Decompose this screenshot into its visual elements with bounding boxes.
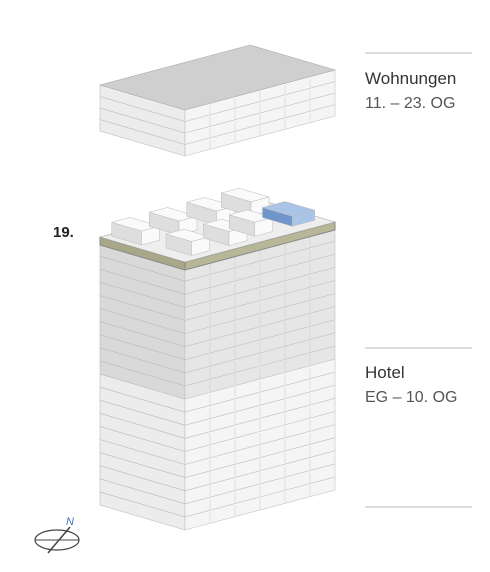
- compass: N: [35, 516, 79, 553]
- hotel-title: Hotel: [365, 363, 405, 382]
- tower: [100, 45, 335, 530]
- floor-label: 19.: [53, 224, 74, 241]
- tower-diagram: Wohnungen 11. – 23. OG Hotel EG – 10. OG…: [0, 0, 490, 572]
- apartments-title: Wohnungen: [365, 69, 456, 88]
- apartments-floors: 11. – 23. OG: [365, 95, 455, 112]
- compass-north: N: [66, 516, 74, 528]
- hotel-floors: EG – 10. OG: [365, 389, 457, 406]
